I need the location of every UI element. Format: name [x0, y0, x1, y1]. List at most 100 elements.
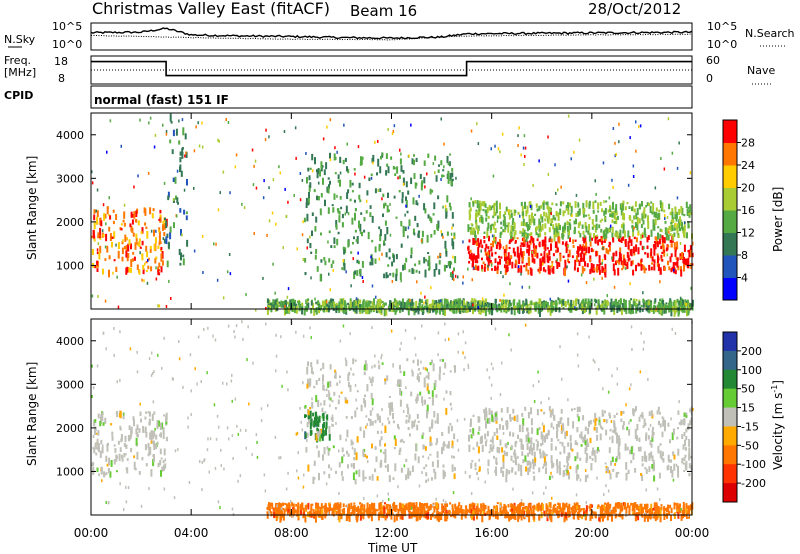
data-cell [350, 511, 353, 516]
data-cell [502, 461, 505, 469]
data-cell [314, 254, 317, 260]
data-cell [556, 226, 559, 234]
data-cell [425, 472, 428, 477]
data-cell [94, 419, 97, 423]
data-cell [399, 388, 402, 396]
data-cell [609, 473, 612, 480]
data-cell [554, 503, 557, 507]
data-cell [530, 418, 533, 426]
data-cell [178, 140, 181, 145]
data-cell [349, 302, 352, 308]
data-cell [613, 221, 616, 224]
data-cell [285, 308, 287, 314]
data-cell [517, 463, 520, 472]
data-cell [495, 469, 498, 476]
data-cell [320, 259, 323, 263]
data-cell [478, 466, 481, 472]
data-cell [358, 220, 360, 229]
data-cell [665, 247, 668, 252]
data-cell [567, 244, 569, 248]
data-cell [665, 514, 668, 517]
data-cell [577, 299, 580, 304]
data-cell [414, 453, 417, 461]
data-cell [618, 140, 620, 144]
data-cell [638, 125, 640, 129]
data-cell [474, 467, 477, 471]
data-cell [337, 504, 340, 510]
data-cell [105, 233, 108, 242]
data-cell [671, 266, 674, 271]
data-cell [362, 449, 365, 457]
data-cell [316, 503, 319, 507]
data-cell [104, 245, 107, 249]
data-cell [135, 437, 138, 446]
data-cell [420, 360, 422, 364]
data-cell [383, 203, 385, 209]
data-cell [589, 514, 592, 521]
data-cell [670, 219, 673, 225]
data-cell [542, 200, 545, 204]
data-cell [544, 218, 547, 222]
data-cell [94, 427, 97, 435]
data-cell [321, 509, 323, 516]
data-cell [644, 456, 647, 462]
data-cell [106, 443, 109, 448]
data-cell [147, 171, 150, 175]
data-cell [407, 467, 410, 476]
data-cell [420, 239, 423, 243]
data-cell [608, 447, 611, 454]
data-cell [466, 509, 469, 514]
data-cell [291, 502, 294, 507]
data-cell [181, 148, 184, 155]
data-cell [404, 213, 406, 217]
data-cell [583, 511, 585, 517]
data-cell [643, 451, 646, 459]
data-cell [328, 426, 331, 434]
data-cell [635, 244, 638, 252]
data-cell [279, 171, 281, 175]
data-cell [634, 428, 637, 432]
data-cell [590, 263, 593, 270]
data-cell [433, 411, 436, 418]
data-cell [408, 269, 411, 273]
data-cell [120, 438, 123, 443]
data-cell [377, 158, 380, 167]
data-cell [591, 226, 594, 230]
data-cell [510, 302, 513, 307]
data-cell [688, 439, 691, 447]
data-cell [486, 511, 489, 515]
data-cell [470, 492, 473, 495]
data-cell [382, 304, 384, 307]
data-cell [672, 217, 675, 223]
data-cell [316, 170, 319, 179]
data-cell [631, 219, 634, 224]
data-cell [653, 259, 656, 264]
data-cell [355, 452, 358, 461]
data-cell [339, 171, 342, 175]
data-cell [631, 512, 634, 515]
data-cell [468, 503, 471, 511]
data-cell [641, 508, 644, 512]
data-cell [558, 307, 561, 313]
data-cell [653, 301, 656, 305]
data-cell [411, 158, 414, 165]
data-cell [567, 418, 570, 426]
data-cell [495, 462, 498, 465]
data-cell [591, 219, 594, 225]
data-cell [577, 474, 580, 479]
data-cell [388, 248, 391, 253]
data-cell [557, 421, 560, 428]
data-cell [521, 424, 524, 433]
data-cell [403, 263, 406, 270]
data-cell [524, 406, 527, 411]
data-cell [279, 512, 282, 516]
data-cell [605, 419, 608, 424]
data-cell [263, 179, 265, 183]
data-cell [518, 261, 521, 264]
data-cell [488, 235, 490, 242]
data-cell [511, 221, 514, 226]
data-cell [352, 308, 355, 312]
data-cell [510, 255, 513, 260]
data-cell [494, 241, 497, 245]
data-cell [159, 209, 162, 214]
